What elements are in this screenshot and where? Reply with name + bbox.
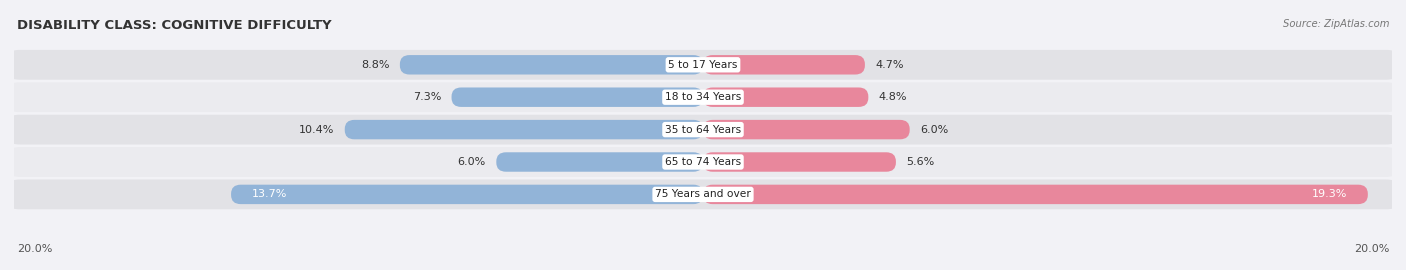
Text: 18 to 34 Years: 18 to 34 Years [665, 92, 741, 102]
FancyBboxPatch shape [703, 185, 1368, 204]
FancyBboxPatch shape [399, 55, 703, 75]
Text: 65 to 74 Years: 65 to 74 Years [665, 157, 741, 167]
FancyBboxPatch shape [703, 55, 865, 75]
Text: 6.0%: 6.0% [458, 157, 486, 167]
FancyBboxPatch shape [703, 152, 896, 172]
FancyBboxPatch shape [4, 50, 1402, 80]
Text: 19.3%: 19.3% [1312, 189, 1347, 200]
Text: 35 to 64 Years: 35 to 64 Years [665, 124, 741, 135]
FancyBboxPatch shape [703, 120, 910, 139]
Text: 4.8%: 4.8% [879, 92, 907, 102]
FancyBboxPatch shape [4, 147, 1402, 177]
FancyBboxPatch shape [4, 180, 1402, 209]
Text: Source: ZipAtlas.com: Source: ZipAtlas.com [1282, 19, 1389, 29]
FancyBboxPatch shape [496, 152, 703, 172]
FancyBboxPatch shape [451, 87, 703, 107]
FancyBboxPatch shape [4, 115, 1402, 144]
Text: 8.8%: 8.8% [361, 60, 389, 70]
FancyBboxPatch shape [4, 82, 1402, 112]
Text: 5 to 17 Years: 5 to 17 Years [668, 60, 738, 70]
FancyBboxPatch shape [231, 185, 703, 204]
Text: 20.0%: 20.0% [17, 244, 52, 254]
FancyBboxPatch shape [344, 120, 703, 139]
Text: 13.7%: 13.7% [252, 189, 287, 200]
Text: 4.7%: 4.7% [875, 60, 904, 70]
Text: 20.0%: 20.0% [1354, 244, 1389, 254]
Text: 7.3%: 7.3% [413, 92, 441, 102]
Text: 5.6%: 5.6% [907, 157, 935, 167]
FancyBboxPatch shape [703, 87, 869, 107]
Text: 10.4%: 10.4% [299, 124, 335, 135]
Text: 75 Years and over: 75 Years and over [655, 189, 751, 200]
Text: DISABILITY CLASS: COGNITIVE DIFFICULTY: DISABILITY CLASS: COGNITIVE DIFFICULTY [17, 19, 332, 32]
Text: 6.0%: 6.0% [920, 124, 948, 135]
